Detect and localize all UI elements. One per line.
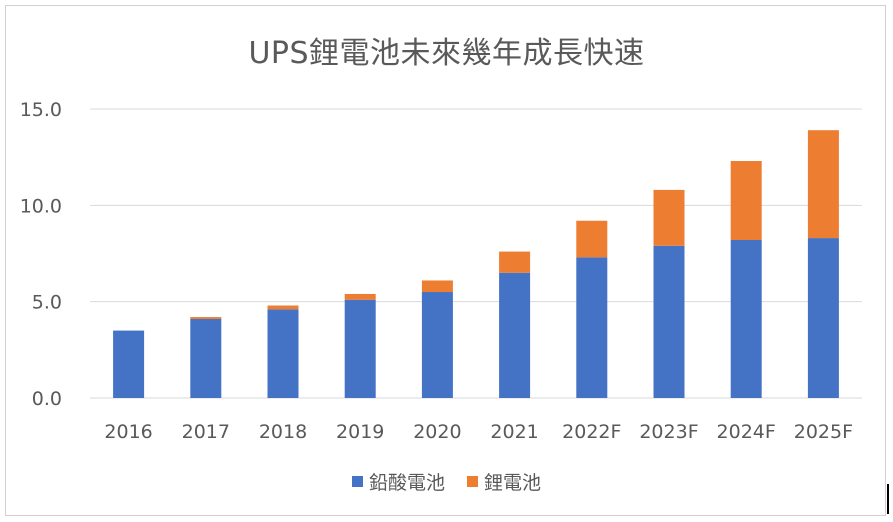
legend-swatch-lead-acid <box>351 476 363 487</box>
x-tick-label: 2025F <box>794 421 853 443</box>
bar-lead-acid-2017 <box>190 319 222 398</box>
x-tick-label: 2019 <box>336 421 384 443</box>
y-tick-label: 10.0 <box>20 195 62 217</box>
bar-lead-acid-2023F <box>653 245 685 398</box>
chart-legend: 鉛酸電池 鋰電池 <box>0 468 893 495</box>
x-tick-label: 2024F <box>717 421 776 443</box>
legend-swatch-lithium <box>467 476 478 487</box>
legend-label-lithium: 鋰電池 <box>484 472 542 494</box>
x-tick-label: 2018 <box>259 421 307 443</box>
bar-lithium-2024F <box>730 161 762 241</box>
x-tick-label: 2016 <box>104 421 152 443</box>
bar-lithium-2023F <box>653 189 685 246</box>
chart-title: UPS鋰電池未來幾年成長快速 <box>248 36 645 71</box>
bar-lead-acid-2019 <box>344 299 376 398</box>
bar-lithium-2025F <box>807 130 839 239</box>
y-tick-label: 0.0 <box>32 388 62 410</box>
bar-lead-acid-2025F <box>807 238 839 398</box>
legend-item-lithium: 鋰電池 <box>467 468 541 495</box>
bar-lead-acid-2018 <box>267 309 299 398</box>
y-tick-label: 15.0 <box>20 99 62 121</box>
bar-lead-acid-2021 <box>499 272 531 398</box>
bar-lead-acid-2024F <box>730 240 762 398</box>
legend-label-lead-acid: 鉛酸電池 <box>368 472 445 494</box>
x-tick-label: 2020 <box>413 421 461 443</box>
y-tick-label: 5.0 <box>32 292 62 314</box>
bar-lead-acid-2022F <box>576 257 608 398</box>
x-tick-label: 2023F <box>639 421 698 443</box>
text-cursor <box>887 484 889 514</box>
bar-lead-acid-2020 <box>421 292 453 398</box>
x-tick-label: 2022F <box>562 421 621 443</box>
bar-lithium-2018 <box>267 305 299 310</box>
bar-lead-acid-2016 <box>113 330 145 398</box>
bar-lithium-2021 <box>499 251 531 273</box>
x-tick-label: 2021 <box>490 421 538 443</box>
bar-lithium-2022F <box>576 220 608 258</box>
legend-item-lead-acid: 鉛酸電池 <box>351 468 445 495</box>
bar-lithium-2020 <box>421 280 453 293</box>
bar-lithium-2019 <box>344 293 376 300</box>
x-tick-label: 2017 <box>182 421 230 443</box>
bar-lithium-2017 <box>190 317 222 320</box>
